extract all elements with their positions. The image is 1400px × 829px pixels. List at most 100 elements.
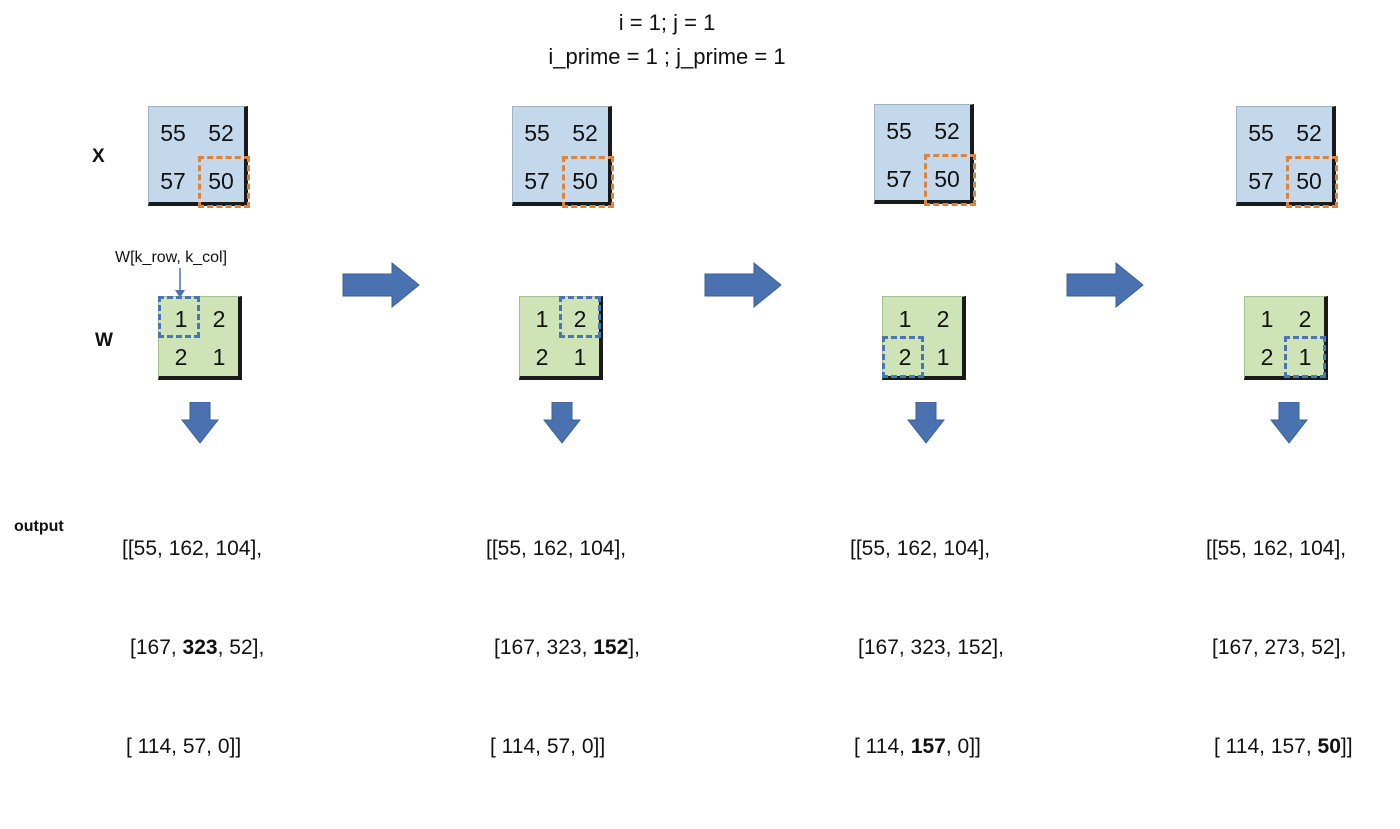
x-cell: 50 [1296, 168, 1322, 194]
x-window-highlight [924, 154, 976, 206]
x-cell: 57 [886, 166, 912, 192]
down-arrow [181, 402, 219, 444]
callout-pointer [175, 268, 185, 298]
output-text: [167, 273, 52], [1212, 636, 1347, 659]
w-matrix: 1 2 2 1 [519, 296, 603, 380]
x-cell: 50 [208, 168, 234, 194]
output-matrix: [[55, 162, 104], [167, 273, 52], [ 114, … [1206, 466, 1353, 829]
w-weight-highlight [882, 336, 924, 378]
down-arrow [907, 402, 945, 444]
output-text: ], [628, 636, 640, 659]
output-text: [ 114, 57, 0]] [490, 735, 606, 758]
right-arrow [1066, 262, 1144, 308]
output-text: , 0]] [945, 735, 981, 758]
output-text: , 162, 104], [157, 537, 263, 560]
output-row-2: [167, 323, 152], [850, 631, 1004, 664]
header-indices: i = 1; j = 1 [618, 10, 716, 35]
step-panel-1: 55 52 57 50 1 2 2 1 [[55, 162, 104], [16… [0, 0, 264, 758]
output-text: [ 114, 157, [1214, 735, 1318, 758]
w-cell: 1 [1260, 306, 1274, 332]
x-window-highlight [1286, 156, 1338, 208]
w-cell: 1 [936, 344, 950, 370]
output-text: ]] [1340, 735, 1353, 758]
output-text: , 162, 104], [521, 537, 627, 560]
step-panel-4: 55 52 57 50 1 2 2 1 [[55, 162, 104], [16… [0, 0, 1353, 758]
output-row-1: [[55, 162, 104], [122, 532, 264, 565]
x-row-label: X [92, 146, 105, 167]
output-text: [ 114, 57, 0]] [126, 735, 242, 758]
header-prime-indices: i_prime = 1 ; j_prime = 1 [548, 44, 786, 69]
x-cell: 50 [934, 166, 960, 192]
w-cell: 2 [212, 306, 226, 332]
output-updated-value: 323 [182, 636, 218, 659]
output-row-2: [167, 273, 52], [1206, 631, 1353, 664]
output-matrix: [[55, 162, 104], [167, 323, 152], [ 114,… [850, 466, 1004, 829]
w-matrix: 1 2 2 1 [882, 296, 966, 380]
x-cell: 52 [934, 118, 960, 144]
w-row-label: W [95, 330, 113, 351]
x-window-highlight [562, 156, 614, 208]
output-text: [[55 [122, 537, 158, 560]
w-cell: 1 [898, 306, 912, 332]
x-cell: 55 [886, 118, 912, 144]
output-text: [ 114, [854, 735, 911, 758]
output-matrix: [[55, 162, 104], [167, 323, 152], [ 114,… [486, 466, 640, 829]
x-cell: 57 [1248, 168, 1274, 194]
x-matrix: 55 52 57 50 [512, 106, 614, 208]
output-text: [167, 323, [494, 636, 594, 659]
x-cell: 52 [572, 120, 598, 146]
down-arrow [1270, 402, 1308, 444]
x-matrix: 55 52 57 50 [1236, 106, 1338, 208]
x-matrix: 55 52 57 50 [874, 104, 976, 206]
x-cell: 55 [160, 120, 186, 146]
output-row-3: [ 114, 157, 50]] [1206, 730, 1353, 763]
output-text: [[55 [1206, 537, 1242, 560]
output-text: , 162, 104], [1241, 537, 1347, 560]
x-cell: 52 [208, 120, 234, 146]
w-cell: 1 [1298, 344, 1312, 370]
output-text: [[55, 162, 104], [850, 537, 991, 560]
w-cell: 1 [174, 306, 188, 332]
output-row-3: [ 114, 57, 0]] [486, 730, 640, 763]
output-text: , 52], [217, 636, 265, 659]
w-cell: 2 [1260, 344, 1274, 370]
x-cell: 57 [160, 168, 186, 194]
w-cell: 2 [1298, 306, 1312, 332]
w-matrix: 1 2 2 1 [158, 296, 242, 380]
output-row-1: [[55, 162, 104], [850, 532, 1004, 565]
w-cell: 2 [898, 344, 912, 370]
w-cell: 2 [573, 306, 587, 332]
output-row-label: output [14, 518, 64, 535]
x-cell: 55 [1248, 120, 1274, 146]
x-cell: 50 [572, 168, 598, 194]
output-matrix: [[55, 162, 104], [167, 323, 52], [ 114, … [122, 466, 264, 829]
output-text: [167, [130, 636, 183, 659]
output-updated-value: 157 [910, 735, 946, 758]
w-cell: 2 [535, 344, 549, 370]
w-matrix: 1 2 2 1 [1244, 296, 1328, 380]
right-arrow [704, 262, 782, 308]
w-weight-highlight [1284, 336, 1326, 378]
output-text: [167, 323, 152], [858, 636, 1004, 659]
output-row-2: [167, 323, 52], [122, 631, 264, 664]
weight-index-callout: W[k_row, k_col] [115, 249, 228, 266]
x-cell: 52 [1296, 120, 1322, 146]
x-window-highlight [198, 156, 250, 208]
output-updated-value: 50 [1317, 735, 1341, 758]
x-cell: 55 [524, 120, 550, 146]
w-cell: 2 [174, 344, 188, 370]
x-cell: 57 [524, 168, 550, 194]
output-row-3: [ 114, 57, 0]] [122, 730, 264, 763]
x-matrix: 55 52 57 50 [148, 106, 250, 208]
down-arrow [543, 402, 581, 444]
output-text: [[55 [486, 537, 522, 560]
right-arrow [342, 262, 420, 308]
output-row-1: [[55, 162, 104], [486, 532, 640, 565]
output-row-3: [ 114, 157, 0]] [850, 730, 1004, 763]
output-updated-value: 152 [593, 636, 629, 659]
w-cell: 1 [573, 344, 587, 370]
w-cell: 1 [535, 306, 549, 332]
w-weight-highlight [559, 296, 601, 338]
output-row-1: [[55, 162, 104], [1206, 532, 1353, 565]
w-cell: 1 [212, 344, 226, 370]
